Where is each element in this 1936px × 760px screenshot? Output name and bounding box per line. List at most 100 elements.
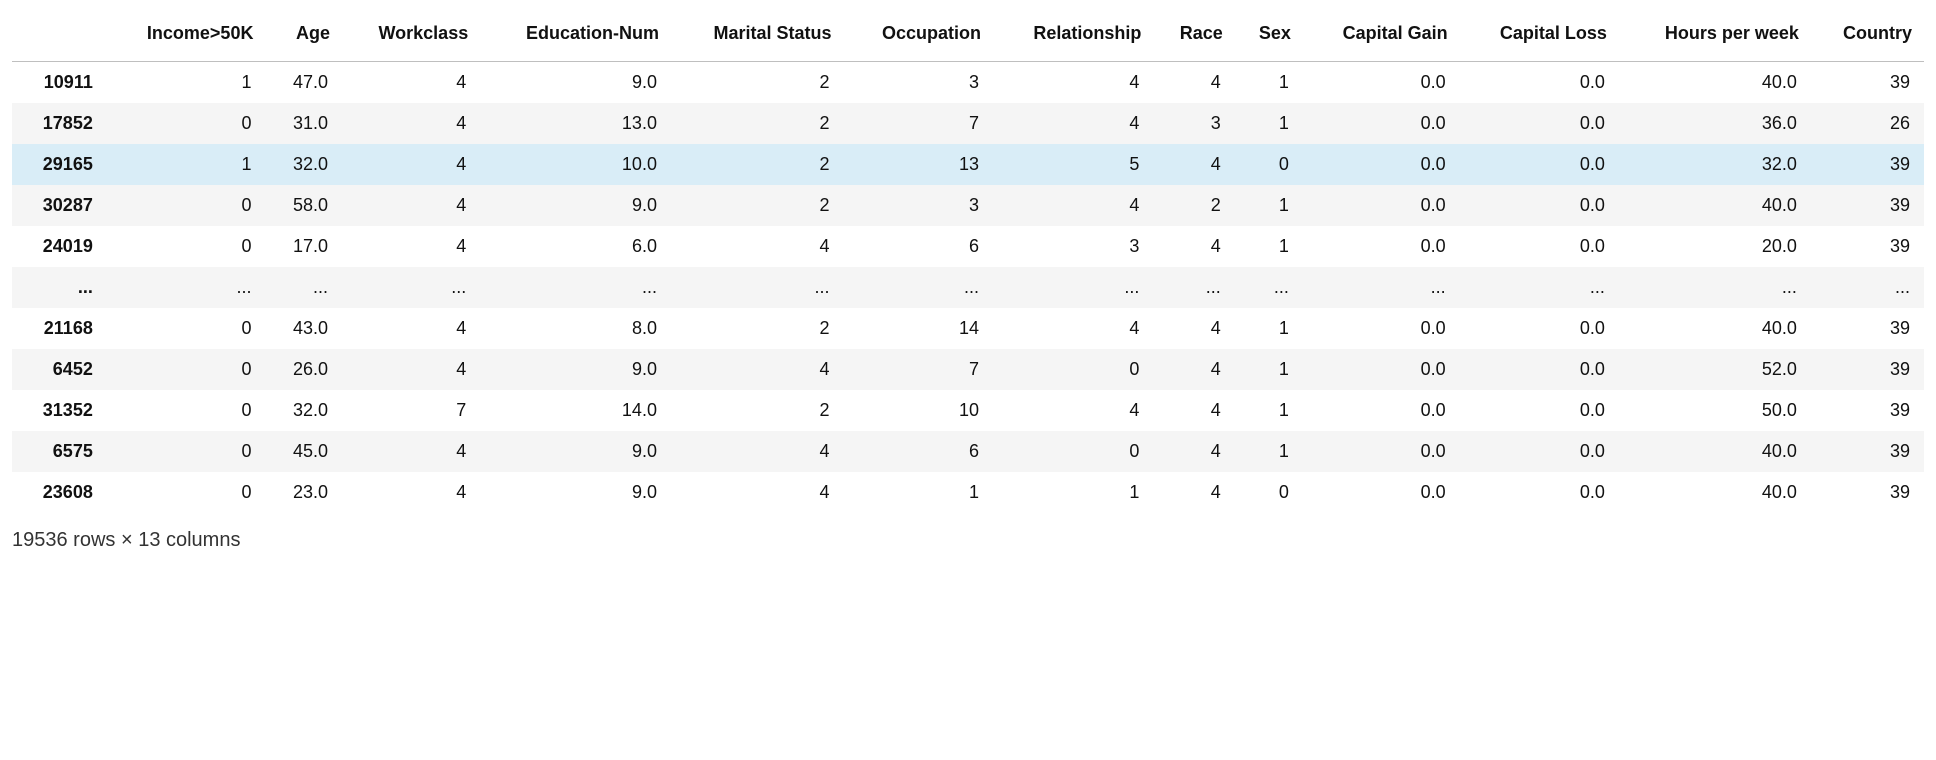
cell: 14: [844, 308, 993, 349]
column-header: Sex: [1235, 12, 1303, 61]
cell: 3: [844, 185, 993, 226]
cell: 39: [1811, 431, 1924, 472]
column-header-index: [12, 12, 107, 61]
cell: 58.0: [265, 185, 342, 226]
column-header: Income>50K: [107, 12, 266, 61]
cell: 2: [671, 185, 844, 226]
cell: ...: [844, 267, 993, 308]
cell: 4: [1153, 472, 1234, 513]
cell: 0.0: [1303, 472, 1460, 513]
cell: 31.0: [265, 103, 342, 144]
cell: 4: [342, 472, 480, 513]
cell: ...: [993, 267, 1153, 308]
row-index: 10911: [12, 61, 107, 103]
cell: 3: [844, 61, 993, 103]
cell: 32.0: [265, 144, 342, 185]
cell: ...: [1153, 267, 1234, 308]
cell: 0.0: [1303, 103, 1460, 144]
cell: 39: [1811, 185, 1924, 226]
cell: 9.0: [480, 349, 671, 390]
cell: 0: [107, 226, 266, 267]
cell: 1: [1235, 308, 1303, 349]
cell: 0: [107, 349, 266, 390]
cell: 45.0: [265, 431, 342, 472]
cell: ...: [107, 267, 266, 308]
cell: 8.0: [480, 308, 671, 349]
cell: 39: [1811, 144, 1924, 185]
cell: 43.0: [265, 308, 342, 349]
table-header: Income>50KAgeWorkclassEducation-NumMarit…: [12, 12, 1924, 61]
cell: 6: [844, 226, 993, 267]
cell: 1: [1235, 103, 1303, 144]
cell: 0.0: [1460, 144, 1619, 185]
cell: ...: [265, 267, 342, 308]
cell: 0: [1235, 472, 1303, 513]
cell: 0: [107, 103, 266, 144]
cell: 39: [1811, 390, 1924, 431]
cell: 1: [993, 472, 1153, 513]
cell: 32.0: [265, 390, 342, 431]
cell: 2: [671, 61, 844, 103]
cell: 20.0: [1619, 226, 1811, 267]
dataframe-container: Income>50KAgeWorkclassEducation-NumMarit…: [12, 12, 1924, 552]
cell: 0.0: [1460, 308, 1619, 349]
cell: 4: [993, 308, 1153, 349]
cell: 6: [844, 431, 993, 472]
table-row: 23608023.049.0411400.00.040.039: [12, 472, 1924, 513]
cell: 0.0: [1460, 185, 1619, 226]
cell: 4: [342, 349, 480, 390]
cell: 4: [342, 103, 480, 144]
cell: 0: [107, 472, 266, 513]
cell: 0: [107, 308, 266, 349]
cell: 32.0: [1619, 144, 1811, 185]
cell: 40.0: [1619, 61, 1811, 103]
cell: 0.0: [1303, 308, 1460, 349]
cell: 1: [844, 472, 993, 513]
cell: 0.0: [1460, 349, 1619, 390]
cell: 10: [844, 390, 993, 431]
cell: 3: [1153, 103, 1234, 144]
cell: ...: [1235, 267, 1303, 308]
cell: 1: [1235, 431, 1303, 472]
cell: ...: [1619, 267, 1811, 308]
cell: 1: [1235, 226, 1303, 267]
cell: 26.0: [265, 349, 342, 390]
cell: 0.0: [1303, 349, 1460, 390]
cell: 2: [671, 308, 844, 349]
row-index: 23608: [12, 472, 107, 513]
cell: 4: [993, 390, 1153, 431]
cell: 36.0: [1619, 103, 1811, 144]
cell: 39: [1811, 226, 1924, 267]
cell: 4: [1153, 226, 1234, 267]
cell: 3: [993, 226, 1153, 267]
cell: 40.0: [1619, 431, 1811, 472]
cell: 0.0: [1303, 431, 1460, 472]
cell: 0.0: [1460, 61, 1619, 103]
cell: 4: [671, 349, 844, 390]
cell: ...: [480, 267, 671, 308]
column-header: Country: [1811, 12, 1924, 61]
cell: 0.0: [1303, 185, 1460, 226]
cell: 9.0: [480, 431, 671, 472]
cell: 2: [1153, 185, 1234, 226]
table-row: 21168043.048.02144410.00.040.039: [12, 308, 1924, 349]
cell: 47.0: [265, 61, 342, 103]
column-header: Capital Gain: [1303, 12, 1460, 61]
cell: 39: [1811, 61, 1924, 103]
cell: 4: [1153, 390, 1234, 431]
cell: 40.0: [1619, 472, 1811, 513]
cell: 0.0: [1460, 390, 1619, 431]
cell: 4: [1153, 349, 1234, 390]
cell: 0: [107, 431, 266, 472]
cell: 14.0: [480, 390, 671, 431]
column-header: Workclass: [342, 12, 480, 61]
cell: ...: [1460, 267, 1619, 308]
cell: 4: [342, 144, 480, 185]
cell: 40.0: [1619, 185, 1811, 226]
cell: 4: [993, 61, 1153, 103]
dataframe-table: Income>50KAgeWorkclassEducation-NumMarit…: [12, 12, 1924, 513]
cell: 4: [1153, 61, 1234, 103]
cell: ...: [342, 267, 480, 308]
cell: 0.0: [1460, 226, 1619, 267]
cell: 4: [342, 61, 480, 103]
